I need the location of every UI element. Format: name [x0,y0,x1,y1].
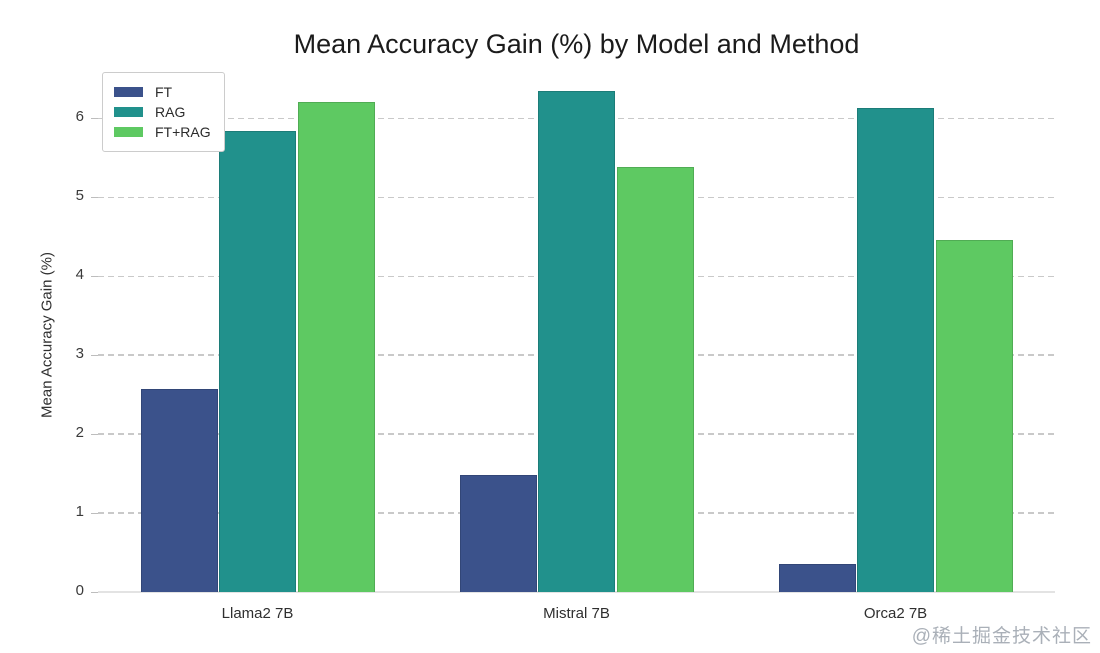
y-tick-mark [91,591,98,593]
watermark: @稀土掘金技术社区 [911,626,1092,647]
bar [459,475,537,592]
x-axis-baseline [98,591,1055,593]
x-tick-label: Mistral 7B [543,605,610,622]
x-tick-label: Llama2 7B [221,605,294,622]
y-tick-label: 5 [75,187,84,205]
bar [538,91,615,592]
legend: FT RAG FT+RAG [102,72,225,152]
y-tick-mark [91,275,98,277]
y-tick-mark [91,196,98,198]
legend-label: FT [155,84,173,100]
y-tick-label: 0 [75,582,84,599]
y-axis-label: Mean Accuracy Gain (%) [38,252,56,418]
legend-swatch [114,87,143,97]
y-tick-label: 3 [75,345,84,363]
bar [616,167,694,592]
legend-item: FT+RAG [114,124,211,140]
y-tick-label: 2 [75,424,84,442]
bar [778,564,856,592]
bar [857,108,934,592]
legend-item: RAG [114,104,211,120]
bar [140,389,218,592]
y-tick-label: 4 [75,266,84,284]
legend-swatch [114,107,143,117]
bar [219,131,296,592]
y-tick-mark [91,512,98,514]
y-tick-mark [91,117,98,119]
legend-label: RAG [155,104,186,120]
bar [935,240,1013,592]
y-tick-label: 6 [75,108,84,126]
y-tick-label: 1 [75,503,84,521]
legend-swatch [114,127,143,137]
legend-label: FT+RAG [155,124,211,140]
bar [297,102,375,592]
x-tick-label: Orca2 7B [863,605,928,622]
legend-item: FT [114,84,211,100]
y-tick-mark [91,354,98,356]
y-tick-mark [91,433,98,435]
plot-area: FT RAG FT+RAG 0 1 2 3 4 5 6 Llama2 7B Mistral 7B Or… [76,72,1055,622]
chart-title: Mean Accuracy Gain (%) by Model and Meth… [293,29,860,59]
